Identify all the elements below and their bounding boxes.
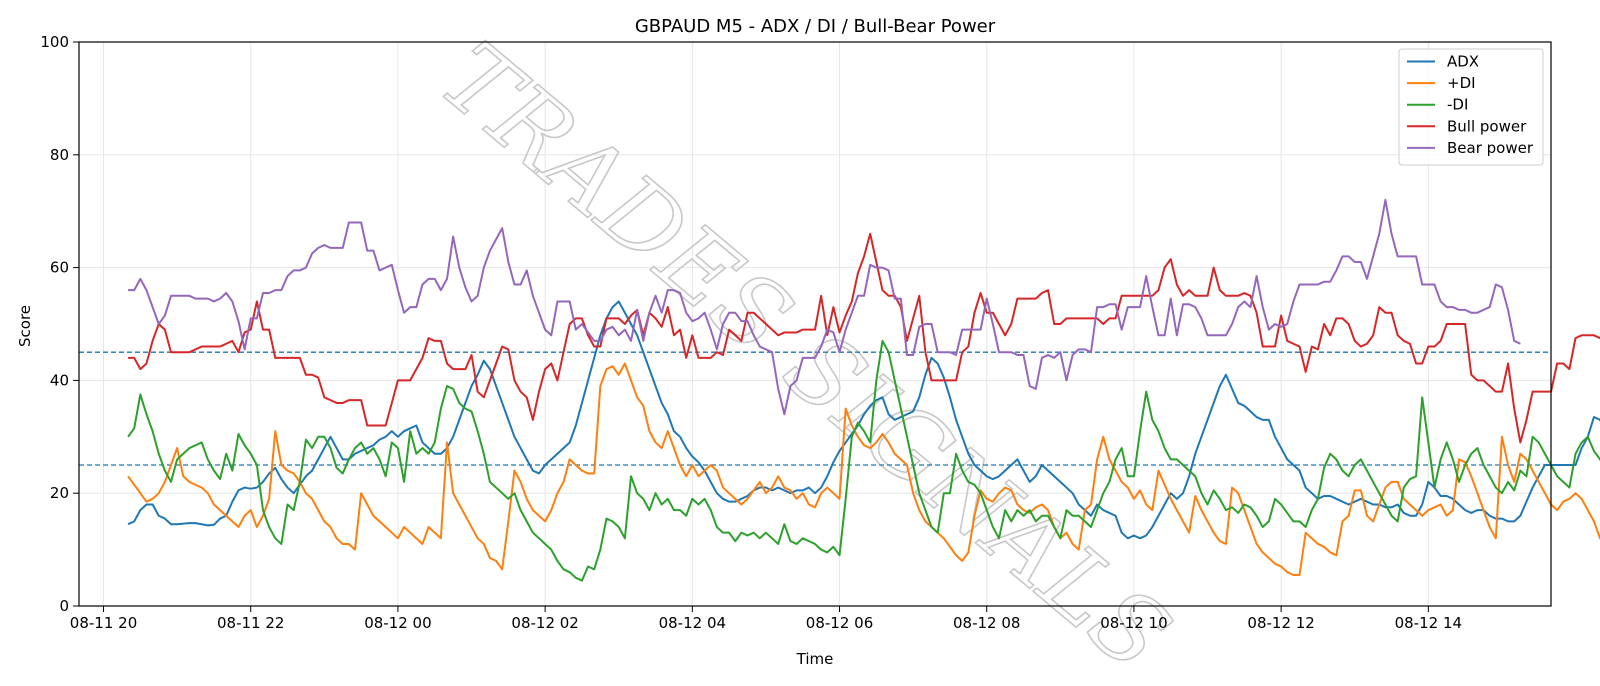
x-tick-label: 08-12 10: [1100, 614, 1167, 632]
chart-title: GBPAUD M5 - ADX / DI / Bull-Bear Power: [635, 16, 996, 37]
series-layer: [127, 198, 1600, 582]
legend-label: Bear power: [1447, 139, 1534, 157]
legend: ADX +DI -DI Bull power Bear power: [1398, 48, 1544, 166]
series-line-bear-power: [128, 198, 1521, 416]
x-tick-label: 08-12 00: [364, 614, 431, 632]
x-axis-title: Time: [796, 650, 834, 668]
legend-label: +DI: [1447, 74, 1476, 92]
legend-label: Bull power: [1447, 117, 1527, 135]
x-tick-label: 08-12 02: [511, 614, 578, 632]
legend-label: -DI: [1447, 96, 1468, 114]
y-axis-title: Score: [16, 305, 34, 347]
y-tick-label: 20: [50, 484, 69, 502]
y-tick-label: 0: [59, 597, 69, 615]
series-line-di: [127, 339, 1600, 582]
series-line-di: [127, 362, 1600, 576]
y-tick-label: 60: [50, 259, 69, 277]
x-tick-label: 08-12 06: [806, 614, 873, 632]
x-tick-label: 08-12 08: [953, 614, 1020, 632]
x-tick-label: 08-12 12: [1247, 614, 1314, 632]
y-tick-label: 40: [50, 371, 69, 389]
y-tick-label: 100: [40, 33, 69, 51]
x-tick-label: 08-12 14: [1395, 614, 1462, 632]
legend-box: [1398, 48, 1544, 166]
plot-frame: [78, 41, 1552, 607]
y-axis-ticks: 0 20 40 60 80 100: [40, 33, 79, 615]
x-tick-label: 08-11 22: [217, 614, 284, 632]
reference-lines: [79, 351, 1551, 466]
x-tick-label: 08-12 04: [659, 614, 726, 632]
y-tick-label: 80: [50, 146, 69, 164]
legend-label: ADX: [1447, 53, 1479, 71]
x-tick-label: 08-11 20: [70, 614, 137, 632]
series-line-bull-power: [128, 232, 1600, 444]
x-axis-ticks: 08-11 20 08-11 22 08-12 00 08-12 02 08-12 04…: [70, 606, 1462, 632]
